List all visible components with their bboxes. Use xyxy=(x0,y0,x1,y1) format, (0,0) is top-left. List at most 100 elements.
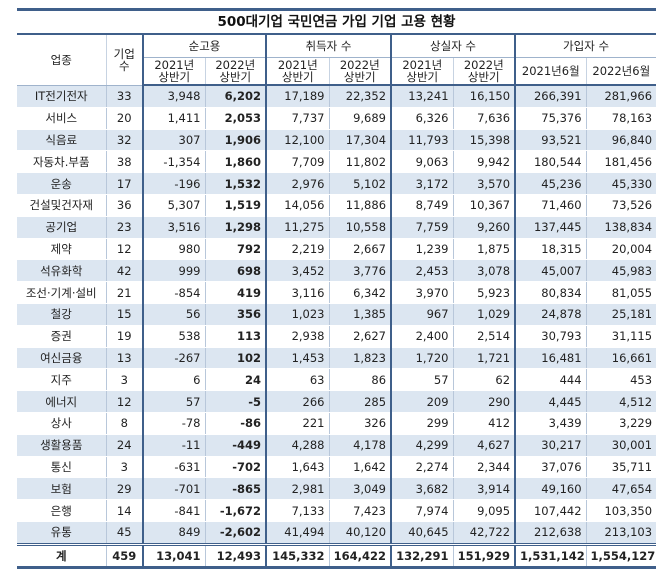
cell-members-2021: 30,793 xyxy=(515,325,587,348)
cell-members-2021: 137,445 xyxy=(515,216,587,239)
cell-net-2022: -865 xyxy=(205,477,267,501)
cell-members-2022: 453 xyxy=(586,368,657,392)
header-losses-2022: 2022년 상반기 xyxy=(453,57,517,86)
cell-losses-2022: 10,367 xyxy=(453,194,517,217)
cell-industry: 건설및건자재 xyxy=(17,194,107,217)
cell-losses-2021: 2,400 xyxy=(391,325,454,348)
cell-losses-2022: 2,514 xyxy=(453,325,517,348)
cell-hires-2022: 11,802 xyxy=(329,150,393,174)
cell-company-count: 21 xyxy=(106,281,144,304)
cell-members-2022: 281,966 xyxy=(586,85,657,108)
cell-members-2021: 4,445 xyxy=(515,390,587,413)
table-row: IT전기전자 33 3,948 6,202 17,189 22,352 13,241 16,1… xyxy=(17,85,657,108)
table-row: 생활용품 24 -11 -449 4,288 4,178 4,299 4,627 30,217 3… xyxy=(17,434,657,457)
cell-hires-2021: 41,494 xyxy=(266,521,330,545)
cell-hires-2021: 3,116 xyxy=(266,281,330,304)
cell-members-2022: 3,229 xyxy=(586,412,657,435)
cell-hires-2022: 5,102 xyxy=(329,172,393,195)
cell-net-2022: -2,602 xyxy=(205,521,267,545)
cell-net-2022: 1,519 xyxy=(205,194,267,217)
cell-members-2021: 80,834 xyxy=(515,281,587,304)
cell-members-2022: 47,654 xyxy=(586,477,657,501)
cell-company-count: 36 xyxy=(106,194,144,217)
cell-hires-2022: 2,667 xyxy=(329,238,393,261)
cell-hires-2022: 6,342 xyxy=(329,281,393,304)
cell-hires-2021: 4,288 xyxy=(266,434,330,457)
cell-net-2021: 1,411 xyxy=(143,107,206,130)
table-row: 통신 3 -631 -702 1,643 1,642 2,274 2,344 37,076 35,… xyxy=(17,456,657,479)
cell-net-2021: -841 xyxy=(143,499,206,522)
cell-members-2022: 103,350 xyxy=(586,499,657,522)
table-row: 식음료 32 307 1,906 12,100 17,304 11,793 15,398 93,… xyxy=(17,129,657,152)
cell-losses-2022: 3,570 xyxy=(453,172,517,195)
cell-losses-2021: 4,299 xyxy=(391,434,454,457)
cell-industry: 증권 xyxy=(17,325,107,348)
cell-hires-2022: 17,304 xyxy=(329,129,393,152)
table-row: 석유화학 42 999 698 3,452 3,776 2,453 3,078 45,007 45… xyxy=(17,259,657,283)
cell-members-2021: 37,076 xyxy=(515,456,587,479)
cell-members-2022: 73,526 xyxy=(586,194,657,217)
cell-hires-2021: 1,023 xyxy=(266,303,330,326)
cell-members-2022: 25,181 xyxy=(586,303,657,326)
cell-losses-2021: 1,239 xyxy=(391,238,454,261)
cell-hires-2021: 2,938 xyxy=(266,325,330,348)
cell-industry: 통신 xyxy=(17,456,107,479)
cell-industry: 운송 xyxy=(17,172,107,195)
cell-industry: 철강 xyxy=(17,303,107,326)
cell-industry: 에너지 xyxy=(17,390,107,413)
header-losses: 상실자 수 xyxy=(391,33,517,58)
cell-members-2022: 31,115 xyxy=(586,325,657,348)
cell-members-2022: 81,055 xyxy=(586,281,657,304)
cell-losses-2021: 13,241 xyxy=(391,85,454,108)
cell-net-2022: 356 xyxy=(205,303,267,326)
cell-members-2021: 93,521 xyxy=(515,129,587,152)
cell-losses-2022: 1,875 xyxy=(453,238,517,261)
cell-hires-2022: 22,352 xyxy=(329,85,393,108)
header-hires: 취득자 수 xyxy=(266,33,393,58)
cell-industry: 제약 xyxy=(17,238,107,261)
cell-hires-2022: 3,776 xyxy=(329,259,393,283)
cell-losses-2021: 2,274 xyxy=(391,456,454,479)
cell-losses-2021: 3,682 xyxy=(391,477,454,501)
header-hires-2021: 2021년 상반기 xyxy=(266,57,330,86)
cell-hires-2021: 12,100 xyxy=(266,129,330,152)
cell-net-2021: 3,516 xyxy=(143,216,206,239)
cell-members-2022: 138,834 xyxy=(586,216,657,239)
cell-members-2022: 78,163 xyxy=(586,107,657,130)
header-members: 가입자 수 xyxy=(515,33,657,58)
cell-hires-2021: 11,275 xyxy=(266,216,330,239)
cell-losses-2021: 8,749 xyxy=(391,194,454,217)
cell-industry: IT전기전자 xyxy=(17,85,107,108)
table-row: 건설및건자재 36 5,307 1,519 14,056 11,886 8,749 10,36… xyxy=(17,194,657,217)
cell-losses-2021: 6,326 xyxy=(391,107,454,130)
cell-hires-2022: 1,823 xyxy=(329,347,393,370)
cell-members-2021: 16,481 xyxy=(515,347,587,370)
table-row: 지주 3 6 24 63 86 57 62 444 453 xyxy=(17,368,657,392)
cell-members-2021: 49,160 xyxy=(515,477,587,501)
cell-losses-2021: 9,063 xyxy=(391,150,454,174)
cell-net-2021: 980 xyxy=(143,238,206,261)
cell-net-2021: 307 xyxy=(143,129,206,152)
cell-losses-2021: 132,291 xyxy=(391,542,454,569)
cell-company-count: 14 xyxy=(106,499,144,522)
cell-losses-2022: 3,078 xyxy=(453,259,517,283)
cell-losses-2022: 9,095 xyxy=(453,499,517,522)
cell-members-2021: 266,391 xyxy=(515,85,587,108)
table-title: 500대기업 국민연금 가입 기업 고용 현황 xyxy=(17,8,656,33)
cell-net-2022: 113 xyxy=(205,325,267,348)
employment-table: 업종 기업 수 순고용 취득자 수 상실자 수 가입자 수 2021년 상반기 … xyxy=(17,33,657,569)
cell-net-2021: -1,354 xyxy=(143,150,206,174)
cell-industry: 석유화학 xyxy=(17,259,107,283)
cell-hires-2022: 1,642 xyxy=(329,456,393,479)
cell-company-count: 15 xyxy=(106,303,144,326)
cell-hires-2022: 285 xyxy=(329,390,393,413)
cell-losses-2022: 7,636 xyxy=(453,107,517,130)
cell-hires-2021: 63 xyxy=(266,368,330,392)
cell-net-2021: 999 xyxy=(143,259,206,283)
cell-net-2022: -86 xyxy=(205,412,267,435)
cell-net-2021: -267 xyxy=(143,347,206,370)
header-losses-2021: 2021년 상반기 xyxy=(391,57,454,86)
cell-losses-2022: 9,260 xyxy=(453,216,517,239)
cell-net-2021: -631 xyxy=(143,456,206,479)
cell-members-2021: 24,878 xyxy=(515,303,587,326)
